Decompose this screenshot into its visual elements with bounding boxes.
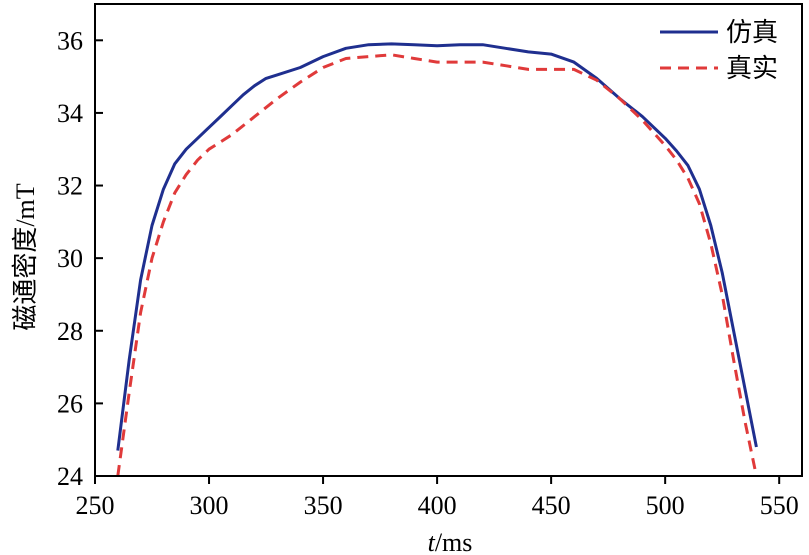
series-line-simulation xyxy=(116,42,758,451)
x-tick-label: 550 xyxy=(760,491,799,520)
y-tick-label: 26 xyxy=(57,389,83,418)
y-tick-label: 32 xyxy=(57,172,83,201)
legend: 仿真 真实 xyxy=(660,18,778,83)
plot-frame xyxy=(94,3,803,477)
series-line-measured xyxy=(116,53,758,476)
y-axis-label: 磁通密度/mT xyxy=(11,183,40,330)
y-tick-label: 34 xyxy=(57,99,83,128)
y-tick-label: 36 xyxy=(57,26,83,55)
x-tick-label: 400 xyxy=(418,491,457,520)
y-tick-label: 30 xyxy=(57,244,83,273)
legend-label-simulation: 仿真 xyxy=(726,18,778,47)
x-tick-label: 450 xyxy=(532,491,571,520)
y-tick-label: 24 xyxy=(57,462,83,491)
x-tick-label: 300 xyxy=(190,491,229,520)
legend-label-measured: 真实 xyxy=(726,54,778,83)
x-tick-label: 500 xyxy=(646,491,685,520)
x-axis-label-italic: t xyxy=(428,528,436,555)
x-axis-label: t/ms xyxy=(428,528,473,555)
axis-layer: 250 300 350 400 450 500 550 24 26 28 30 32 34 36 xyxy=(57,3,803,520)
y-tick-label: 28 xyxy=(57,317,83,346)
plot-layer xyxy=(116,42,758,476)
x-tick-label: 350 xyxy=(304,491,343,520)
x-tick-label: 250 xyxy=(76,491,115,520)
x-axis-label-unit: /ms xyxy=(435,528,473,555)
